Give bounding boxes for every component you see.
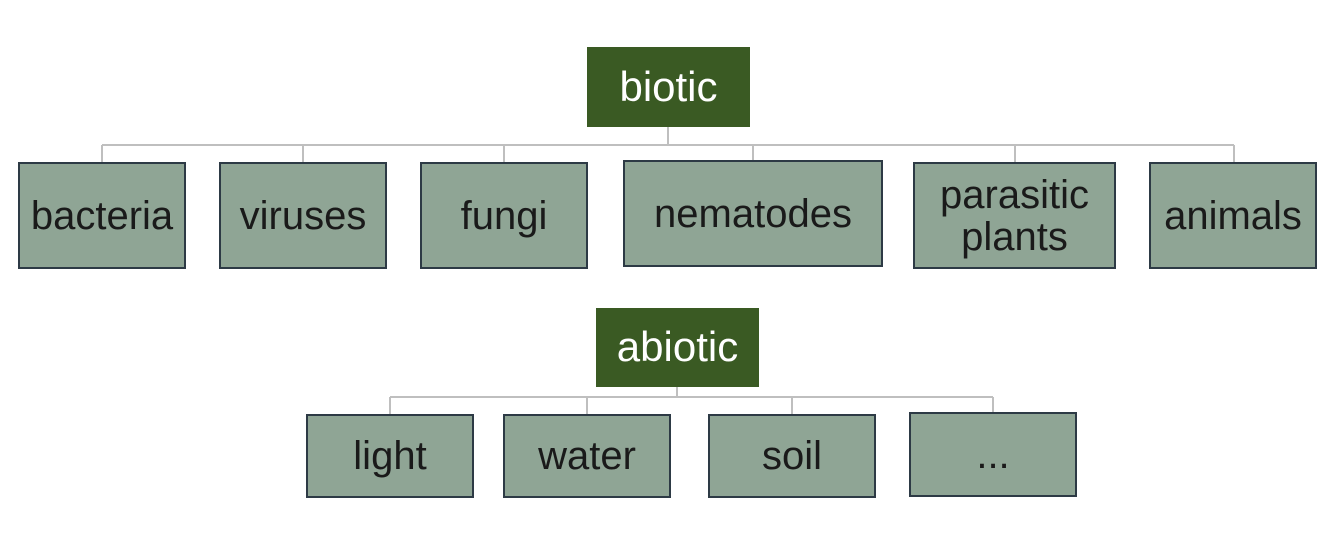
biotic-child-nematodes: nematodes xyxy=(623,160,883,267)
abiotic-child-more: ... xyxy=(909,412,1077,497)
abiotic-root-node: abiotic xyxy=(596,308,759,387)
abiotic-child-soil: soil xyxy=(708,414,876,498)
abiotic-child-water: water xyxy=(503,414,671,498)
biotic-child-viruses: viruses xyxy=(219,162,387,269)
biotic-child-bacteria: bacteria xyxy=(18,162,186,269)
abiotic-child-light: light xyxy=(306,414,474,498)
biotic-connectors xyxy=(101,127,1235,162)
biotic-child-animals: animals xyxy=(1149,162,1317,269)
abiotic-connectors xyxy=(389,387,994,414)
biotic-root-node: biotic xyxy=(587,47,750,127)
biotic-child-parasitic-plants: parasitic plants xyxy=(913,162,1116,269)
biotic-child-fungi: fungi xyxy=(420,162,588,269)
